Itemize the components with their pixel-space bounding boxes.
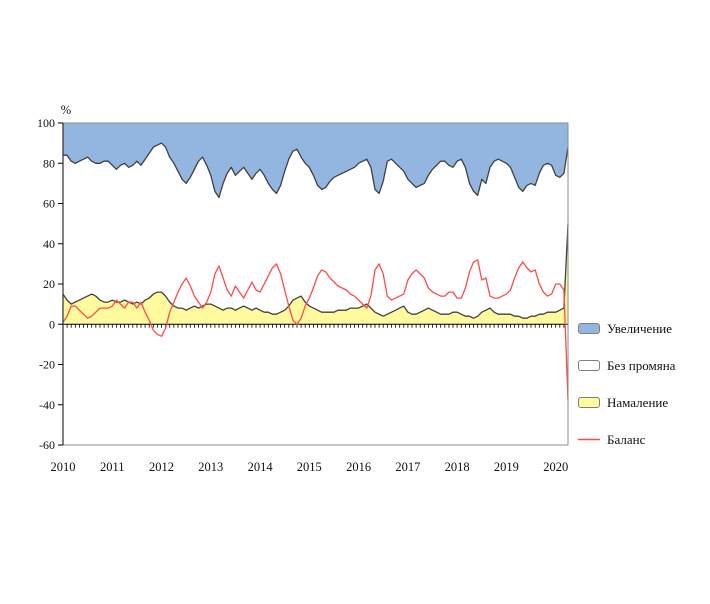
legend-label-no-change: Без промяна — [607, 357, 676, 373]
no-change-area-swatch-icon — [578, 359, 600, 371]
y-tick-label: 100 — [37, 116, 55, 130]
y-tick-label: 60 — [43, 197, 55, 211]
legend-label-decrease: Намаление — [607, 394, 669, 410]
balance-line-swatch-icon — [578, 438, 600, 440]
y-tick-label: 0 — [49, 317, 55, 331]
x-tick-label: 2010 — [51, 460, 76, 474]
x-tick-label: 2020 — [543, 460, 568, 474]
y-tick-label: -20 — [39, 358, 55, 372]
legend-item-increase: Увеличение — [578, 318, 704, 338]
y-tick-label: -60 — [39, 438, 55, 452]
increase-area — [63, 123, 568, 198]
legend-item-decrease: Намаление — [578, 392, 704, 412]
y-tick-label: -40 — [39, 398, 55, 412]
chart-legend: Увеличение Без промяна Намаление Баланс — [578, 318, 704, 449]
y-tick-label: 80 — [43, 156, 55, 170]
decrease-area-swatch-icon — [578, 396, 600, 408]
x-tick-label: 2014 — [248, 460, 274, 474]
y-tick-label: 20 — [43, 277, 55, 291]
x-tick-label: 2012 — [149, 460, 174, 474]
balance-line — [62, 259, 569, 401]
x-tick-label: 2016 — [346, 460, 371, 474]
x-tick-label: 2019 — [494, 460, 519, 474]
x-tick-label: 2017 — [395, 460, 420, 474]
x-tick-label: 2015 — [297, 460, 322, 474]
legend-item-balance: Баланс — [578, 429, 704, 449]
legend-item-no-change: Без промяна — [578, 355, 704, 375]
y-tick-label: 40 — [43, 237, 55, 251]
increase-area-swatch-icon — [578, 322, 600, 334]
decrease-boundary-line — [62, 223, 569, 319]
x-tick-label: 2011 — [100, 460, 125, 474]
legend-label-balance: Баланс — [607, 431, 646, 447]
x-axis-month-ticks — [62, 324, 569, 328]
x-tick-label: 2018 — [445, 460, 470, 474]
y-axis-unit-label: % — [61, 103, 71, 117]
legend-label-increase: Увеличение — [607, 320, 673, 336]
decrease-area — [63, 223, 568, 325]
increase-boundary-line — [63, 142, 569, 199]
x-tick-label: 2013 — [198, 460, 223, 474]
